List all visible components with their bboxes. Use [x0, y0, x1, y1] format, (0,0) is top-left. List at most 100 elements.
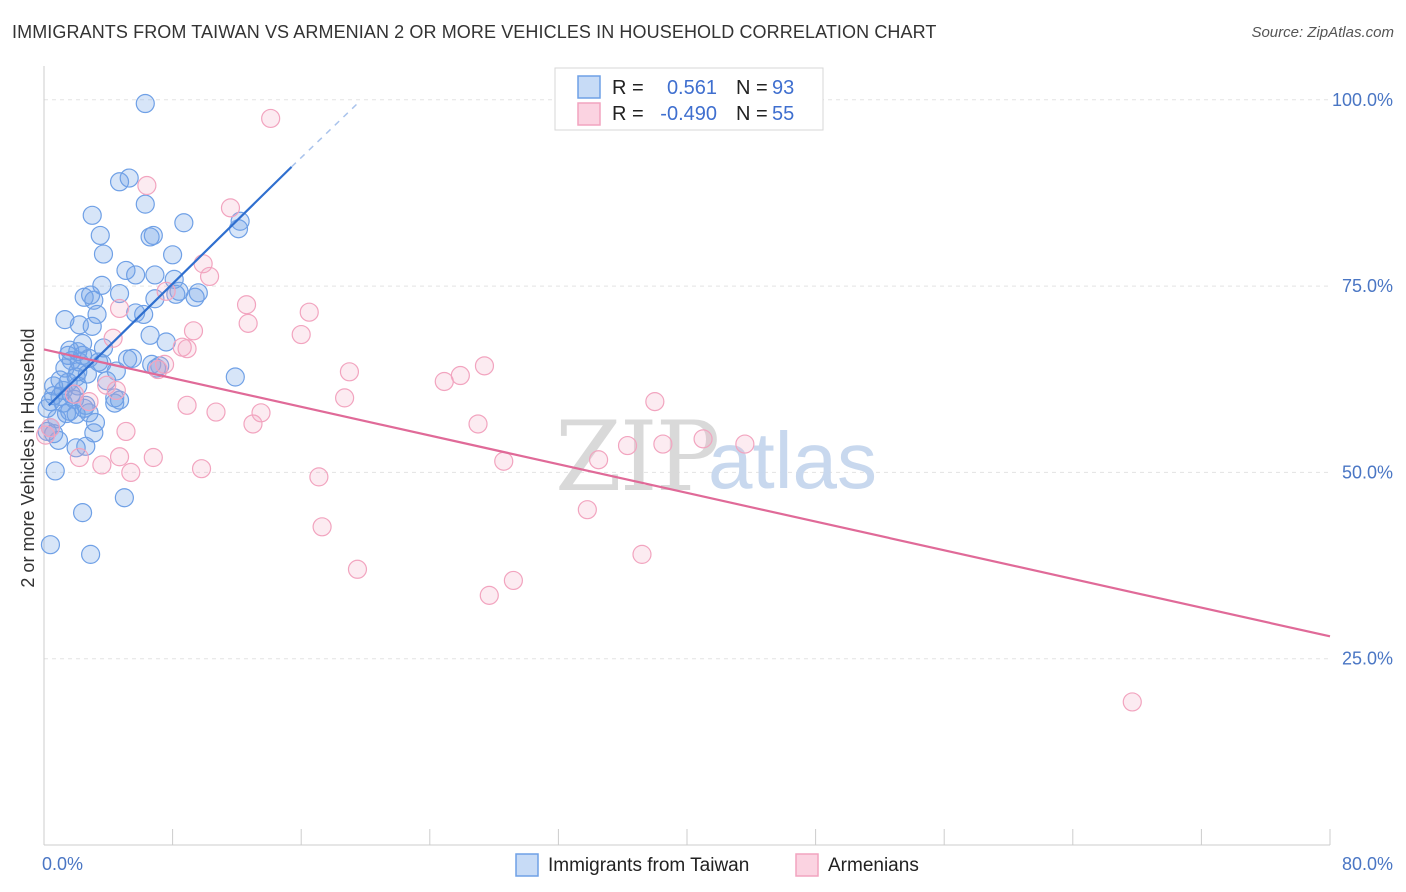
series-legend-label-armenians: Armenians [828, 855, 919, 876]
taiwan-point [90, 225, 110, 246]
source-label: Source: ZipAtlas.com [1251, 24, 1394, 41]
taiwan-point [85, 412, 106, 433]
y-axis-label: 2 or more Vehicles in Household [18, 328, 38, 587]
taiwan-point [174, 213, 194, 233]
armenians-point [116, 421, 136, 442]
armenians-point [183, 321, 204, 341]
armenians-point [137, 175, 157, 196]
taiwan-point [45, 461, 65, 481]
x-tick-label-start: 0.0% [42, 854, 83, 874]
armenians-point [92, 455, 112, 475]
legend-n-value-taiwan: 93 [772, 77, 794, 99]
armenians-point [632, 544, 652, 564]
taiwan-point [140, 227, 160, 247]
armenians-point [735, 434, 755, 454]
taiwan-point [225, 367, 245, 387]
taiwan-point [40, 535, 61, 555]
armenians-point [121, 462, 141, 483]
armenians-point [236, 295, 257, 315]
armenians-point [97, 375, 117, 395]
armenians-point [191, 459, 212, 479]
taiwan-point [109, 283, 130, 304]
legend-swatch-taiwan [577, 75, 601, 99]
armenians-point [69, 447, 89, 468]
armenians-point [106, 380, 126, 401]
taiwan-point [135, 93, 155, 114]
armenians-point [479, 585, 499, 605]
legend-r-value-taiwan: 0.561 [667, 77, 717, 99]
legend-r-label-armenians: R = [612, 103, 644, 125]
armenians-trend-line [43, 348, 1331, 638]
taiwan-point [55, 310, 75, 330]
armenians-point [434, 371, 454, 392]
points-layer [36, 93, 1142, 712]
armenians-point [79, 392, 99, 412]
armenians-point [251, 403, 271, 423]
armenians-point [588, 450, 609, 470]
taiwan-point [116, 260, 136, 281]
armenians-point [109, 298, 130, 319]
taiwan-point [163, 245, 183, 265]
armenians-point [335, 388, 355, 408]
armenians-point [103, 328, 123, 348]
armenians-point [693, 429, 713, 449]
y-tick-label: 50.0% [1342, 462, 1393, 482]
taiwan-point [109, 172, 130, 192]
taiwan-point [81, 544, 101, 564]
armenians-point [243, 414, 263, 434]
series-legend-label-taiwan: Immigrants from Taiwan [548, 855, 749, 876]
taiwan-point [72, 503, 93, 523]
taiwan-point [69, 315, 89, 335]
series-legend-swatch-armenians [795, 853, 819, 877]
armenians-point [494, 451, 514, 471]
legend-r-label-taiwan: R = [612, 77, 644, 99]
chart-title: IMMIGRANTS FROM TAIWAN VS ARMENIAN 2 OR … [12, 22, 937, 42]
taiwan-point [140, 325, 160, 345]
taiwan-point [135, 194, 155, 214]
stats-legend: R = 0.561 N = 93 R = -0.490 N = 55 [554, 67, 824, 131]
taiwan-point [230, 211, 250, 231]
taiwan-point [185, 287, 205, 307]
armenians-point [503, 570, 523, 591]
armenians-point [309, 467, 329, 487]
armenians-point [238, 313, 258, 333]
taiwan-point [84, 290, 104, 310]
armenians-point [143, 447, 163, 468]
taiwan-point [117, 349, 138, 369]
taiwan-point [93, 244, 114, 264]
armenians-point [199, 266, 220, 287]
taiwan-point [126, 303, 146, 323]
armenians-point [299, 302, 319, 322]
x-tick-label-end: 80.0% [1342, 854, 1393, 874]
taiwan-point [56, 403, 77, 424]
legend-r-value-armenians: -0.490 [660, 103, 717, 125]
watermark: ZIP atlas [555, 401, 877, 513]
armenians-point [36, 425, 56, 445]
series-legend: Immigrants from Taiwan Armenians [515, 853, 919, 877]
armenians-point [291, 324, 311, 345]
armenians-point [617, 435, 638, 456]
trend-layer [43, 102, 1331, 638]
taiwan-point [93, 338, 114, 358]
taiwan-point [145, 265, 165, 285]
taiwan-point [50, 370, 70, 390]
y-tick-label: 75.0% [1342, 276, 1393, 296]
legend-n-label-taiwan: N = [736, 77, 768, 99]
armenians-point [339, 362, 360, 382]
taiwan-point [156, 332, 176, 352]
y-tick-label: 100.0% [1332, 90, 1393, 110]
watermark-atlas: atlas [708, 416, 877, 505]
legend-n-value-armenians: 55 [772, 103, 794, 125]
armenians-point [177, 339, 197, 359]
watermark-zip: ZIP [555, 401, 718, 513]
y-tick-label: 25.0% [1342, 649, 1393, 669]
tick-label-layer: 25.0% 50.0% 75.0% 100.0% 0.0% 80.0% [42, 90, 1393, 874]
armenians-point [645, 392, 665, 412]
taiwan-point [134, 304, 154, 325]
legend-swatch-armenians [577, 102, 601, 126]
taiwan-trend-line [48, 166, 293, 407]
armenians-point [474, 356, 495, 376]
taiwan-point [87, 304, 107, 325]
armenians-point [653, 434, 673, 454]
